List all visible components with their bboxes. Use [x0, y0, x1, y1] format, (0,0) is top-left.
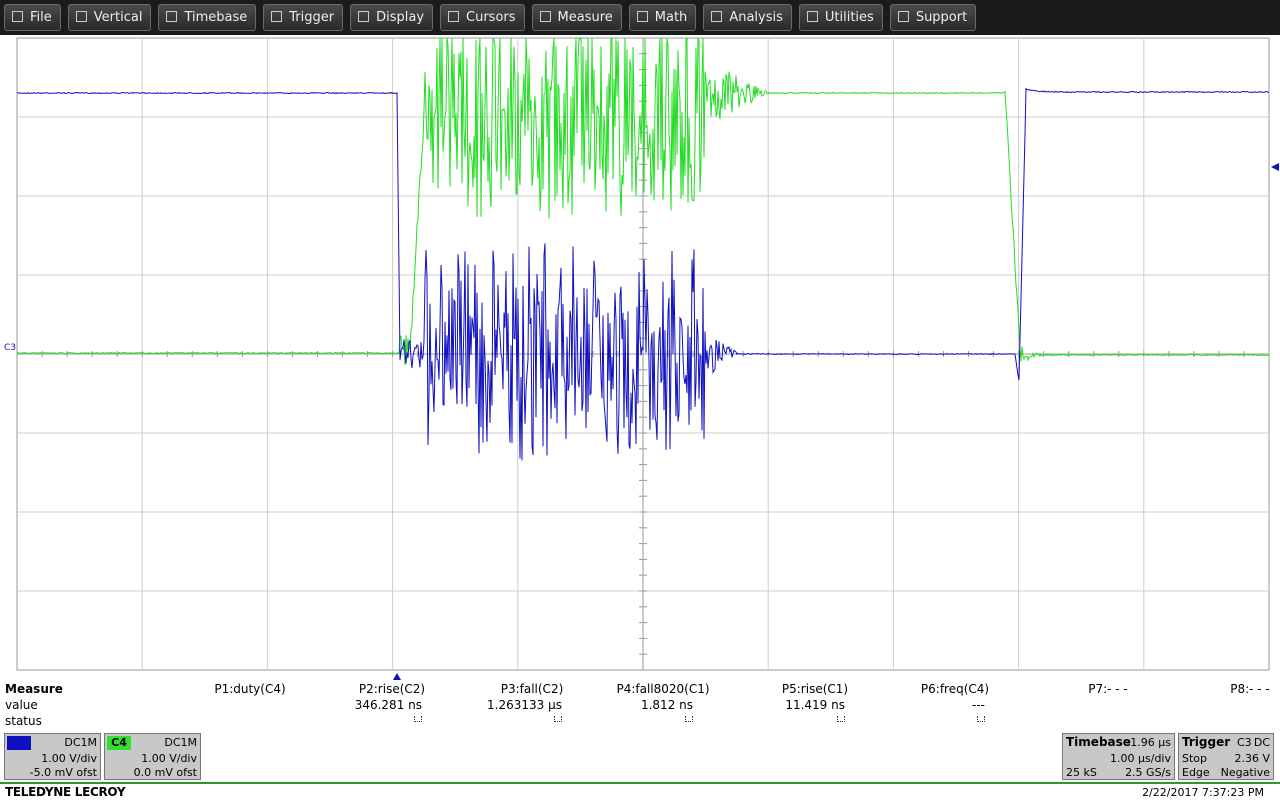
trigger-title: Trigger	[1182, 735, 1231, 749]
rate: 2.5 GS/s	[1125, 766, 1171, 779]
trigger-marker	[393, 673, 401, 680]
param-name: P1:duty(C4)	[214, 682, 286, 696]
param-name: P5:rise(C1)	[781, 682, 849, 696]
param-name: P3:fall(C2)	[500, 682, 564, 696]
status-icon	[414, 716, 422, 722]
channel-name: C4	[107, 736, 131, 750]
trace-label: C3	[4, 343, 17, 353]
coupling: DC	[1253, 736, 1270, 749]
brand: TELEDYNE LECROY	[5, 785, 126, 799]
offset: 0.0 mV ofst	[133, 766, 197, 779]
row-label: status	[5, 714, 42, 728]
param-value: 346.281 ns	[354, 698, 422, 712]
scale: 1.00 V/div	[41, 752, 97, 765]
mode: Stop	[1182, 752, 1208, 765]
menu-button[interactable]: Trigger	[263, 4, 344, 31]
menu-button[interactable]: Utilities	[798, 4, 883, 31]
param-value: 11.419 ns	[785, 698, 845, 712]
param-value: ---	[972, 698, 985, 712]
datetime: 2/22/2017 7:37:23 PM	[1142, 786, 1264, 799]
menu-button[interactable]: Display	[350, 4, 434, 31]
timebase-title: Timebase	[1066, 735, 1131, 749]
level-marker	[1271, 163, 1279, 171]
source: C3	[1237, 736, 1252, 749]
param-name: P6:freq(C4)	[920, 682, 990, 696]
menu-button[interactable]: Measure	[531, 4, 622, 31]
samples: 25 kS	[1066, 766, 1097, 779]
level: 2.36 V	[1234, 752, 1270, 765]
param-value: 1.263133 µs	[487, 698, 562, 712]
status-icon	[685, 716, 693, 722]
menu-button[interactable]: Analysis	[703, 4, 792, 31]
trace-c3	[16, 87, 1270, 461]
channel-name: C3	[7, 736, 31, 750]
param-name: P8:- - -	[1230, 682, 1270, 696]
menu-button[interactable]: Vertical	[67, 4, 152, 31]
menu-button[interactable]: Cursors	[440, 4, 525, 31]
status-icon	[977, 716, 985, 722]
scale: 1.00 µs/div	[1110, 752, 1171, 765]
delay: -1.96 µs	[1126, 736, 1171, 749]
menu-button[interactable]: Math	[628, 4, 697, 31]
type: Edge	[1182, 766, 1210, 779]
timebase-box[interactable]: Timebase -1.96 µs 1.00 µs/div 25 kS 2.5 …	[1062, 733, 1175, 780]
scale: 1.00 V/div	[141, 752, 197, 765]
trigger-box[interactable]: Trigger C3 DC Stop 2.36 V Edge Negative	[1178, 733, 1274, 780]
param-value: 1.812 ns	[640, 698, 693, 712]
measure-title: Measure	[5, 682, 63, 696]
param-name: P4:fall8020(C1)	[616, 682, 710, 696]
slope: Negative	[1220, 766, 1270, 779]
menu-bar: File Vertical Timebase Trigger Display Cursor…	[0, 0, 1280, 35]
param-name: P2:rise(C2)	[358, 682, 426, 696]
offset: -5.0 mV ofst	[29, 766, 97, 779]
menu-button[interactable]: File	[4, 4, 61, 31]
row-label: value	[5, 698, 38, 712]
param-name: P7:- - -	[1088, 682, 1128, 696]
status-icon	[554, 716, 562, 722]
coupling: DC1M	[164, 736, 197, 749]
menu-button[interactable]: Support	[889, 4, 977, 31]
status-icon	[837, 716, 845, 722]
menu-button[interactable]: Timebase	[158, 4, 257, 31]
trace-c4	[16, 36, 1270, 366]
channel-box[interactable]: C4 DC1M 1.00 V/div 0.0 mV ofst	[104, 733, 201, 780]
channel-box[interactable]: C3 DC1M 1.00 V/div -5.0 mV ofst	[4, 733, 101, 780]
coupling: DC1M	[64, 736, 97, 749]
